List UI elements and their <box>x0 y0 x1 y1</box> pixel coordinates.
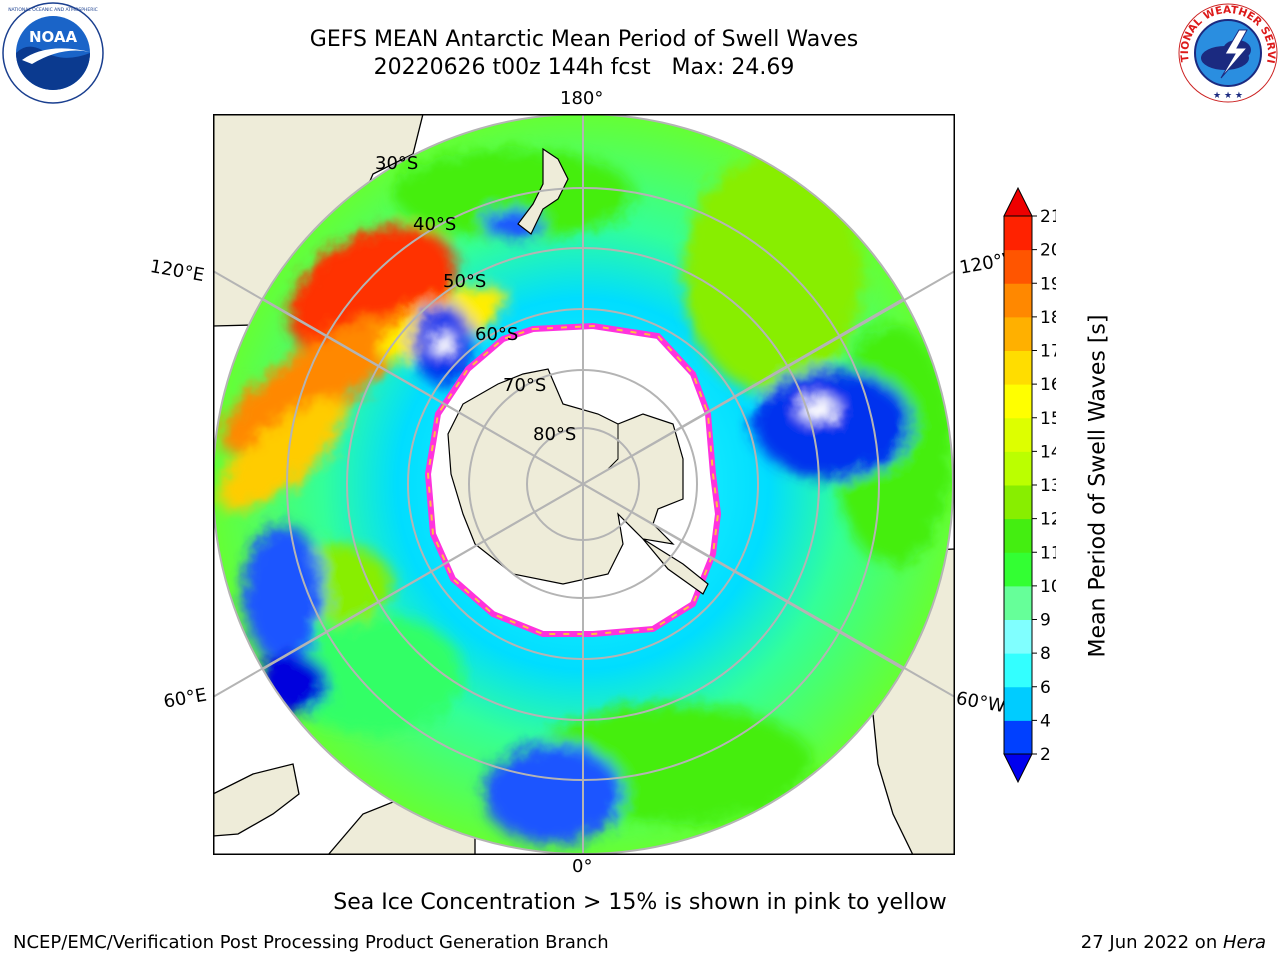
graticule <box>213 114 955 855</box>
colorbar-segment <box>1004 720 1032 755</box>
lat-label-80s: 80°S <box>533 424 576 445</box>
colorbar-tick-label: 15 <box>1040 409 1056 429</box>
lat-label-30s: 30°S <box>375 153 418 174</box>
colorbar-segment <box>1004 552 1032 587</box>
lat-label-60s: 60°S <box>475 324 518 345</box>
colorbar-segment <box>1004 283 1032 318</box>
date-line: 27 Jun 2022 on Hera <box>1081 932 1266 953</box>
lat-label-50s: 50°S <box>443 271 486 292</box>
noaa-logo: NOAA NATIONAL OCEANIC AND ATMOSPHERIC <box>2 2 104 104</box>
land-antarctica <box>447 368 684 585</box>
footer-system: Hera <box>1222 932 1266 953</box>
svg-text:NATIONAL OCEANIC AND ATMOSPHER: NATIONAL OCEANIC AND ATMOSPHERIC <box>8 7 98 13</box>
colorbar-segment <box>1004 653 1032 688</box>
svg-text:NOAA: NOAA <box>29 28 78 46</box>
colorbar-segment <box>1004 619 1032 654</box>
svg-text:★ ★ ★: ★ ★ ★ <box>1213 91 1243 101</box>
chart-subtitle: 20220626 t00z 144h fcst Max: 24.69 <box>373 55 795 80</box>
colorbar-segment <box>1004 518 1032 553</box>
sea-ice-note: Sea Ice Concentration > 15% is shown in … <box>333 890 947 915</box>
colorbar-tick-label: 11 <box>1040 543 1056 563</box>
lon-label-120e: 120°E <box>148 256 206 287</box>
colorbar: 2 4 6 8 9 10 11 12 13 14 15 16 17 18 19 20 21 <box>1003 186 1056 784</box>
colorbar-tick-label: 8 <box>1040 644 1051 664</box>
colorbar-segment <box>1004 249 1032 284</box>
colorbar-tick-label: 13 <box>1040 476 1056 496</box>
colorbar-over-arrow <box>1003 186 1033 217</box>
colorbar-tick-label: 14 <box>1040 442 1056 462</box>
colorbar-segment <box>1004 316 1032 351</box>
land-madagascar <box>213 763 300 837</box>
colorbar-tick-label: 4 <box>1040 711 1051 731</box>
lat-label-70s: 70°S <box>503 375 546 396</box>
colorbar-segment <box>1004 350 1032 385</box>
colorbar-tick-label: 12 <box>1040 510 1056 530</box>
colorbar-segment <box>1004 216 1032 251</box>
colorbar-tick-label: 17 <box>1040 342 1056 362</box>
polar-map: 30°S 40°S 50°S 60°S 70°S 80°S <box>213 114 955 855</box>
colorbar-segment <box>1004 485 1032 520</box>
colorbar-segment <box>1004 686 1032 721</box>
colorbar-tick-label: 2 <box>1040 745 1051 765</box>
credit-line: NCEP/EMC/Verification Post Processing Pr… <box>13 932 609 953</box>
footer-date: 27 Jun 2022 on <box>1080 932 1223 953</box>
colorbar-label: Mean Period of Swell Waves [s] <box>1085 314 1111 658</box>
colorbar-segment <box>1004 417 1032 452</box>
colorbar-segment <box>1004 585 1032 620</box>
colorbar-segment <box>1004 384 1032 419</box>
colorbar-tick-label: 6 <box>1040 678 1051 698</box>
map-border <box>213 114 955 855</box>
colorbar-segment <box>1004 451 1032 486</box>
colorbar-under-arrow <box>1003 753 1033 784</box>
lon-label-0: 0° <box>572 856 593 877</box>
lon-label-180: 180° <box>560 88 604 109</box>
colorbar-tick-label: 21 <box>1040 207 1056 227</box>
colorbar-tick-label: 16 <box>1040 375 1056 395</box>
lon-label-60e: 60°E <box>162 684 209 713</box>
colorbar-tick-label: 9 <box>1040 611 1051 631</box>
colorbar-tick-label: 19 <box>1040 274 1056 294</box>
colorbar-tick-label: 20 <box>1040 241 1056 261</box>
colorbar-tick-label: 18 <box>1040 308 1056 328</box>
lat-label-40s: 40°S <box>413 214 456 235</box>
nws-logo: NATIONAL WEATHER SERVICE ★ ★ ★ <box>1177 2 1278 103</box>
colorbar-tick-label: 10 <box>1040 577 1056 597</box>
chart-title: GEFS MEAN Antarctic Mean Period of Swell… <box>309 27 859 52</box>
